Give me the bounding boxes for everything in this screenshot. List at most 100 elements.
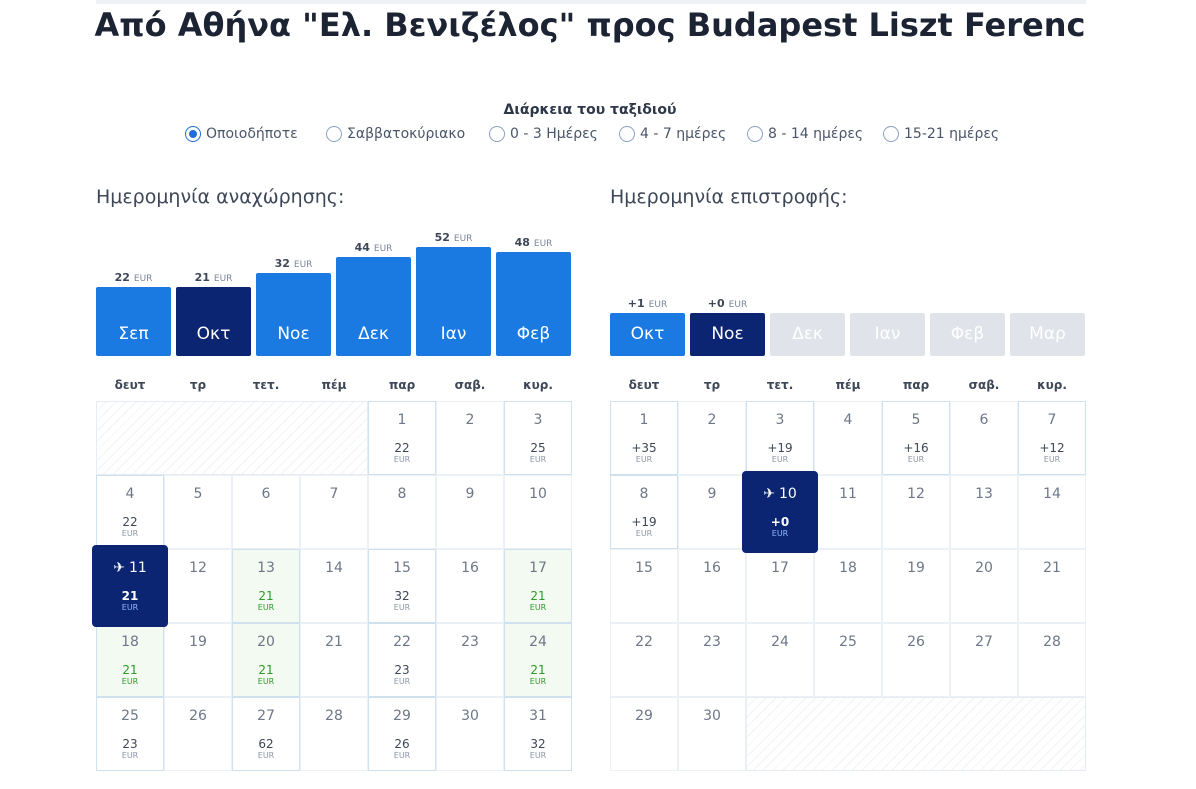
calendar-day[interactable]: 26 (882, 623, 950, 697)
calendar-day[interactable]: 11 (814, 475, 882, 549)
calendar-day[interactable]: 23 (678, 623, 746, 697)
calendar-day[interactable]: 6 (232, 475, 300, 549)
calendar-day[interactable]: 19 (882, 549, 950, 623)
month-bar-5[interactable]: 48 EUR Φεβ (496, 226, 571, 356)
calendar-day[interactable]: ✈ 10 +0 EUR (742, 471, 818, 553)
calendar-day[interactable]: 30 (678, 697, 746, 771)
calendar-day[interactable]: 7 (300, 475, 368, 549)
month-bar-button[interactable]: Νοε (690, 313, 765, 356)
calendar-day[interactable]: 15 32 EUR (368, 549, 436, 623)
calendar-day[interactable]: 6 (950, 401, 1018, 475)
calendar-day[interactable]: 9 (436, 475, 504, 549)
calendar-day[interactable]: 24 21 EUR (504, 623, 572, 697)
calendar-day[interactable]: 5 +16 EUR (882, 401, 950, 475)
duration-option-any[interactable]: Οποιοδήποτε (185, 126, 298, 142)
radio-icon[interactable] (619, 126, 635, 142)
radio-icon[interactable] (326, 126, 342, 142)
month-bar-2[interactable]: 32 EUR Νοε (256, 226, 331, 356)
calendar-day[interactable]: 22 (610, 623, 678, 697)
month-price-currency: EUR (453, 234, 473, 244)
month-bar-3[interactable]: 44 EUR Δεκ (336, 226, 411, 356)
calendar-day[interactable]: 4 22 EUR (96, 475, 164, 549)
radio-icon[interactable] (489, 126, 505, 142)
duration-option-weekend[interactable]: Σαββατοκύριακο (326, 126, 465, 142)
calendar-day[interactable]: 13 21 EUR (232, 549, 300, 623)
calendar-day[interactable]: 2 (678, 401, 746, 475)
month-bar-0[interactable]: 22 EUR Σεπ (96, 226, 171, 356)
month-bar-button[interactable]: Φεβ (496, 252, 571, 356)
calendar-day[interactable]: 21 (300, 623, 368, 697)
day-currency: EUR (1043, 455, 1061, 464)
calendar-day[interactable]: 12 (882, 475, 950, 549)
calendar-day[interactable]: 3 25 EUR (504, 401, 572, 475)
month-bar-4[interactable]: 52 EUR Ιαν (416, 226, 491, 356)
calendar-day[interactable]: 25 23 EUR (96, 697, 164, 771)
calendar-day[interactable]: 23 (436, 623, 504, 697)
calendar-day[interactable]: 17 21 EUR (504, 549, 572, 623)
calendar-day[interactable]: ✈ 11 21 EUR (92, 545, 168, 627)
duration-option-15-21[interactable]: 15-21 ημέρες (883, 126, 999, 142)
calendar-day[interactable]: 27 (950, 623, 1018, 697)
calendar-day[interactable]: 21 (1018, 549, 1086, 623)
calendar-day[interactable]: 19 (164, 623, 232, 697)
calendar-day[interactable]: 28 (1018, 623, 1086, 697)
calendar-day[interactable]: 31 32 EUR (504, 697, 572, 771)
departure-calendar: 1 22 EUR 2 3 25 EUR 4 22 EUR 5 6 7 8 9 10 ✈ 11 21 EUR 12 13 21… (92, 401, 572, 771)
calendar-day[interactable]: 18 (814, 549, 882, 623)
calendar-day[interactable]: 18 21 EUR (96, 623, 164, 697)
duration-option-0-3[interactable]: 0 - 3 Ημέρες (489, 126, 598, 142)
calendar-day[interactable]: 14 (300, 549, 368, 623)
calendar-day[interactable]: 30 (436, 697, 504, 771)
day-price: +35 (631, 441, 657, 455)
day-price: 21 (530, 663, 546, 677)
calendar-day[interactable]: 7 +12 EUR (1018, 401, 1086, 475)
duration-option-8-14[interactable]: 8 - 14 ημέρες (747, 126, 863, 142)
calendar-day[interactable]: 10 (504, 475, 572, 549)
calendar-day[interactable]: 29 26 EUR (368, 697, 436, 771)
calendar-day[interactable]: 20 (950, 549, 1018, 623)
month-bar-button[interactable]: Οκτ (176, 287, 251, 356)
calendar-day[interactable]: 2 (436, 401, 504, 475)
calendar-day[interactable]: 16 (678, 549, 746, 623)
calendar-day[interactable]: 1 +35 EUR (610, 401, 678, 475)
calendar-day[interactable]: 4 (814, 401, 882, 475)
calendar-day[interactable]: 17 (746, 549, 814, 623)
calendar-day[interactable]: 8 (368, 475, 436, 549)
calendar-day[interactable]: 29 (610, 697, 678, 771)
month-bar-1[interactable]: 21 EUR Οκτ (176, 226, 251, 356)
calendar-day[interactable]: 20 21 EUR (232, 623, 300, 697)
calendar-day[interactable]: 9 (678, 475, 746, 549)
month-label: Ιαν (874, 324, 901, 344)
calendar-day[interactable]: 15 (610, 549, 678, 623)
calendar-day[interactable]: 5 (164, 475, 232, 549)
radio-icon[interactable] (185, 126, 201, 142)
month-bar-button[interactable]: Οκτ (610, 313, 685, 356)
duration-option-4-7[interactable]: 4 - 7 ημέρες (619, 126, 726, 142)
calendar-day[interactable]: 24 (746, 623, 814, 697)
calendar-day[interactable]: 12 (164, 549, 232, 623)
month-bar-button[interactable]: Σεπ (96, 287, 171, 356)
calendar-day[interactable]: 1 22 EUR (368, 401, 436, 475)
month-bar-button[interactable]: Νοε (256, 273, 331, 356)
calendar-day[interactable]: 22 23 EUR (368, 623, 436, 697)
day-number-wrap: 8 (369, 486, 435, 502)
month-bar-button[interactable]: Ιαν (416, 247, 491, 356)
month-bar-button[interactable]: Δεκ (336, 257, 411, 356)
calendar-day[interactable]: 26 (164, 697, 232, 771)
calendar-day[interactable]: 25 (814, 623, 882, 697)
calendar-day[interactable]: 16 (436, 549, 504, 623)
calendar-day[interactable]: 28 (300, 697, 368, 771)
radio-icon[interactable] (747, 126, 763, 142)
day-number: 19 (189, 634, 207, 650)
calendar-day[interactable]: 14 (1018, 475, 1086, 549)
return-month-bars: +1 EUR Οκτ +0 EUR Νοε Δεκ Ιαν Φεβ Μαρ (610, 226, 1086, 356)
plane-icon: ✈ (763, 486, 775, 502)
month-bar-1[interactable]: +0 EUR Νοε (690, 226, 765, 356)
calendar-day[interactable]: 8 +19 EUR (610, 475, 678, 549)
day-currency: EUR (393, 751, 411, 760)
month-bar-0[interactable]: +1 EUR Οκτ (610, 226, 685, 356)
calendar-day[interactable]: 27 62 EUR (232, 697, 300, 771)
calendar-day[interactable]: 3 +19 EUR (746, 401, 814, 475)
radio-icon[interactable] (883, 126, 899, 142)
calendar-day[interactable]: 13 (950, 475, 1018, 549)
